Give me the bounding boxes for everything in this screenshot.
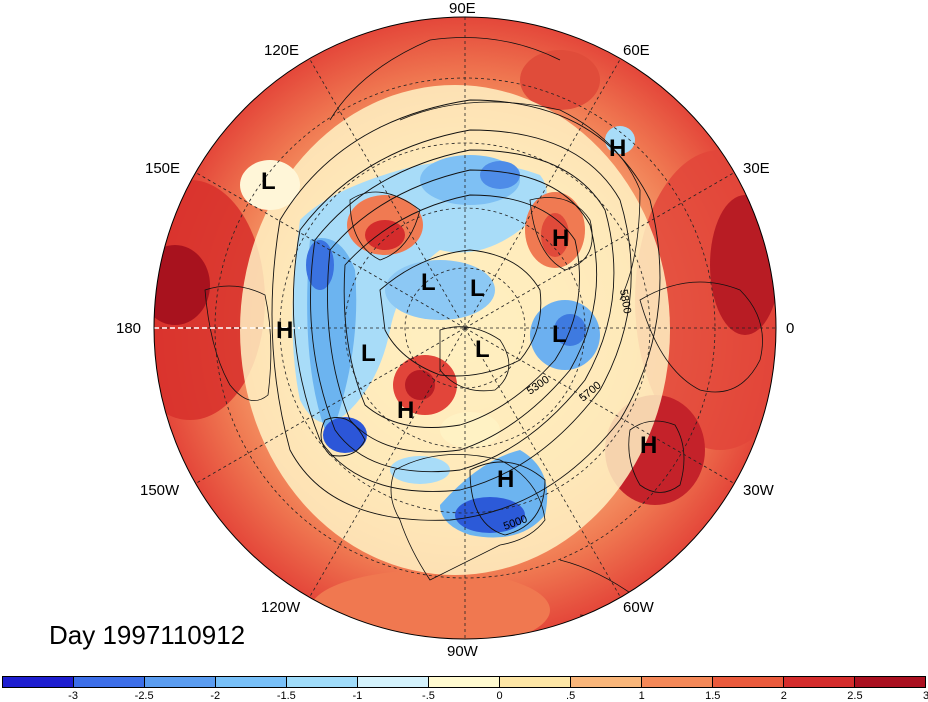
lon-label-150w: 150W — [140, 482, 180, 499]
colorbar-tick-label: -2 — [210, 690, 221, 702]
coastlines — [204, 37, 763, 617]
colorbar-tick-label: -.5 — [422, 690, 435, 702]
lon-label-0: 0 — [786, 320, 795, 337]
high-pressure-marker: H — [640, 432, 657, 459]
colorbar — [2, 676, 926, 688]
date-title: Day 1997110912 — [49, 620, 246, 650]
low-pressure-marker: H — [497, 466, 514, 493]
colorbar-swatch — [571, 677, 642, 687]
high-pressure-marker: H — [609, 135, 626, 162]
lon-label-90e: 90E — [449, 0, 476, 17]
lon-label-150e: 150E — [145, 160, 181, 177]
colorbar-swatch — [855, 677, 925, 687]
lon-label-90w: 90W — [447, 643, 478, 660]
colorbar-swatch — [358, 677, 429, 687]
low-pressure-marker: L — [361, 340, 376, 367]
colorbar-swatch — [287, 677, 358, 687]
low-pressure-marker: L — [470, 275, 485, 302]
map-border — [153, 16, 777, 640]
lon-label-180: 180 — [116, 320, 142, 337]
height-contours — [271, 99, 661, 536]
low-pressure-marker: L — [475, 336, 490, 363]
graticule — [154, 17, 776, 639]
lon-label-30e: 30E — [743, 160, 770, 177]
lon-label-60w: 60W — [623, 599, 654, 616]
contour-label: 5800 — [617, 288, 633, 314]
colorbar-tick-label: 2.5 — [847, 690, 863, 702]
lon-label-120w: 120W — [261, 599, 301, 616]
colorbar-tick-label: 0 — [496, 690, 503, 702]
anomaly-field — [154, 17, 776, 639]
colorbar-swatch — [713, 677, 784, 687]
high-pressure-marker: H — [552, 225, 569, 252]
colorbar-swatch — [642, 677, 713, 687]
low-pressure-marker: L — [261, 168, 276, 195]
colorbar-swatch — [74, 677, 145, 687]
colorbar-tick-label: -3 — [68, 690, 78, 702]
colorbar-tick-label: -1 — [352, 690, 363, 702]
colorbar-tick-label: .5 — [566, 690, 576, 702]
lon-label-30w: 30W — [743, 482, 774, 499]
lon-label-120e: 120E — [264, 42, 300, 59]
colorbar-tick-label: 1.5 — [705, 690, 721, 702]
lon-label-60e: 60E — [623, 42, 650, 59]
colorbar-tick-label: 2 — [780, 690, 787, 702]
colorbar-tick-label: 1 — [638, 690, 645, 702]
colorbar-swatch — [216, 677, 287, 687]
colorbar-swatch — [500, 677, 571, 687]
low-pressure-marker: L — [421, 269, 436, 296]
colorbar-tick-label: 3 — [922, 690, 928, 702]
colorbar-swatch — [145, 677, 216, 687]
colorbar-tick-label: -2.5 — [134, 690, 154, 702]
colorbar-swatch — [429, 677, 500, 687]
high-pressure-marker: H — [397, 397, 414, 424]
polar-map: 5800 5700 5300 5000 L H H H L L H L L L … — [153, 16, 777, 640]
colorbar-swatch — [3, 677, 74, 687]
colorbar-swatch — [784, 677, 855, 687]
low-pressure-marker: L — [552, 321, 567, 348]
high-pressure-marker: H — [276, 317, 293, 344]
colorbar-tick-label: -1.5 — [276, 690, 296, 702]
